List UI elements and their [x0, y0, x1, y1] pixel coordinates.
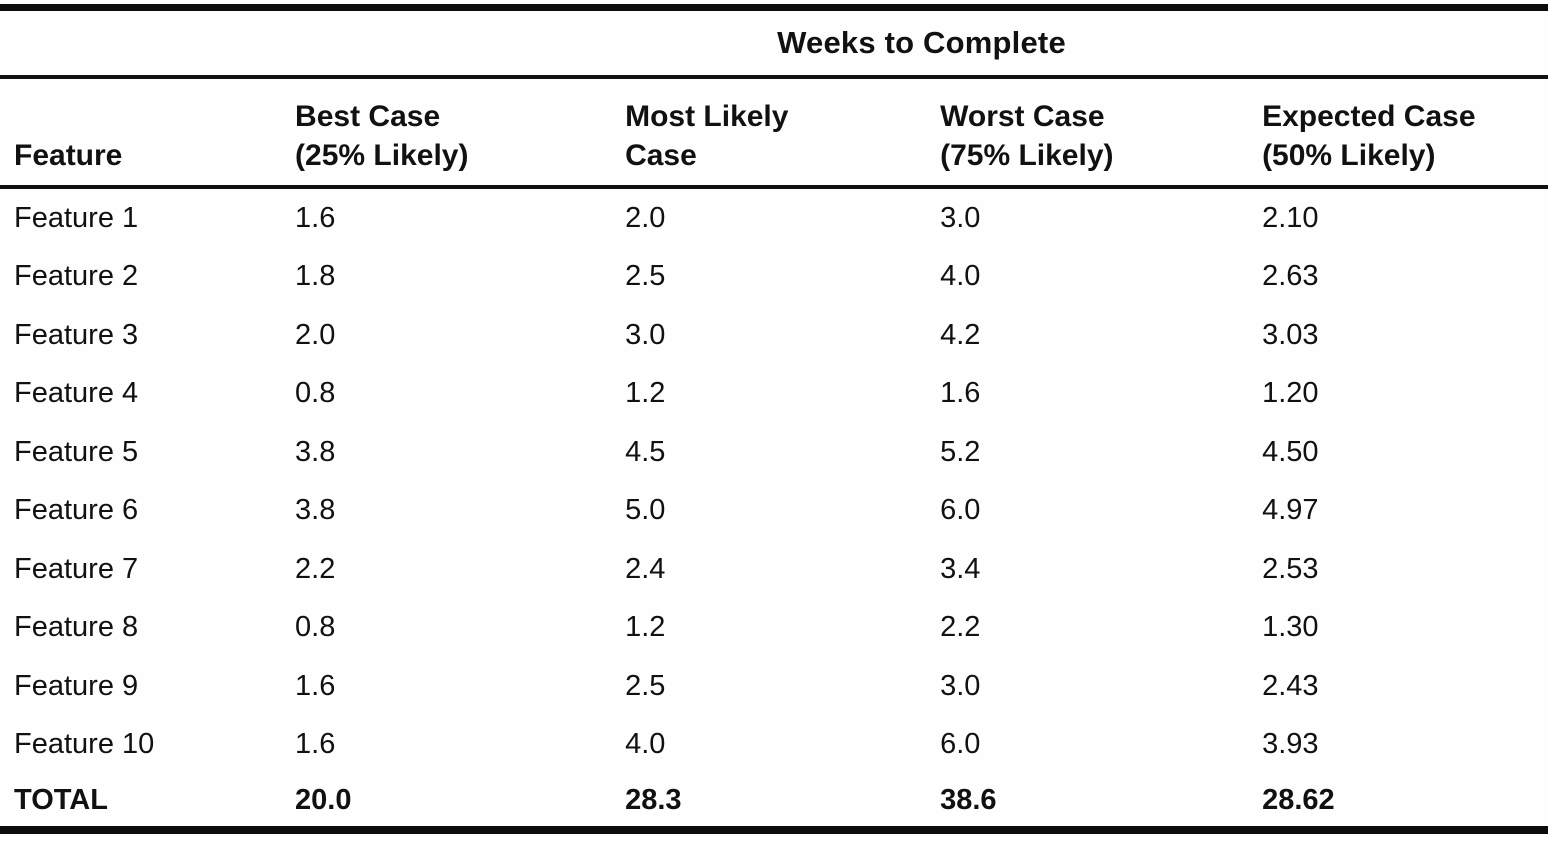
cell-best: 1.8	[295, 260, 336, 293]
table-row: Feature 1 1.6 2.0 3.0 2.10	[0, 189, 1548, 248]
cell-worst: 6.0	[940, 494, 981, 527]
cell-feature: Feature 5	[14, 435, 139, 468]
table-row: Feature 8 0.8 1.2 2.2 1.30	[0, 599, 1548, 658]
cell-expected: 4.50	[1262, 435, 1319, 468]
title-spacer	[0, 11, 295, 75]
table-title-row: Weeks to Complete	[0, 11, 1548, 79]
cell-worst: 3.4	[940, 552, 981, 585]
table-total-row: TOTAL 20.0 28.3 38.6 28.62	[0, 774, 1548, 826]
cell-most: 4.0	[625, 728, 666, 761]
cell-feature: Feature 6	[14, 494, 139, 527]
table-header-row: Feature Best Case (25% Likely) Most Like…	[0, 79, 1548, 189]
cell-best: 0.8	[295, 377, 336, 410]
cell-most: 1.2	[625, 377, 666, 410]
table-row: Feature 9 1.6 2.5 3.0 2.43	[0, 657, 1548, 716]
cell-feature: Feature 4	[14, 377, 139, 410]
table-row: Feature 2 1.8 2.5 4.0 2.63	[0, 248, 1548, 307]
total-expected-value: 28.62	[1262, 783, 1335, 816]
cell-feature: Feature 10	[14, 728, 155, 761]
cell-worst: 3.0	[940, 201, 981, 234]
cell-worst: 6.0	[940, 728, 981, 761]
column-header-worst-case: Worst Case (75% Likely)	[940, 100, 1114, 172]
estimation-table: Weeks to Complete Feature Best Case (25%…	[0, 4, 1548, 834]
cell-feature: Feature 3	[14, 318, 139, 351]
cell-most: 2.5	[625, 260, 666, 293]
table-row: Feature 7 2.2 2.4 3.4 2.53	[0, 540, 1548, 599]
cell-feature: Feature 2	[14, 260, 139, 293]
cell-most: 1.2	[625, 611, 666, 644]
cell-feature: Feature 7	[14, 552, 139, 585]
table-row: Feature 3 2.0 3.0 4.2 3.03	[0, 306, 1548, 365]
table-row: Feature 6 3.8 5.0 6.0 4.97	[0, 482, 1548, 541]
cell-expected: 1.20	[1262, 377, 1319, 410]
cell-expected: 3.93	[1262, 728, 1319, 761]
cell-expected: 2.10	[1262, 201, 1319, 234]
cell-worst: 3.0	[940, 669, 981, 702]
cell-best: 2.2	[295, 552, 336, 585]
cell-worst: 4.2	[940, 318, 981, 351]
cell-worst: 1.6	[940, 377, 981, 410]
column-header-best-case: Best Case (25% Likely)	[295, 100, 469, 172]
cell-best: 0.8	[295, 611, 336, 644]
table-title: Weeks to Complete	[777, 25, 1066, 60]
cell-best: 1.6	[295, 201, 336, 234]
cell-expected: 2.43	[1262, 669, 1319, 702]
cell-best: 1.6	[295, 669, 336, 702]
cell-feature: Feature 9	[14, 669, 139, 702]
cell-most: 5.0	[625, 494, 666, 527]
total-label: TOTAL	[14, 783, 108, 816]
cell-expected: 2.53	[1262, 552, 1319, 585]
cell-expected: 3.03	[1262, 318, 1319, 351]
cell-most: 4.5	[625, 435, 666, 468]
cell-best: 3.8	[295, 435, 336, 468]
cell-worst: 4.0	[940, 260, 981, 293]
column-header-feature: Feature	[14, 139, 123, 172]
cell-feature: Feature 1	[14, 201, 139, 234]
cell-worst: 5.2	[940, 435, 981, 468]
column-header-most-likely: Most Likely Case	[625, 100, 789, 172]
cell-best: 1.6	[295, 728, 336, 761]
cell-expected: 2.63	[1262, 260, 1319, 293]
table-row: Feature 10 1.6 4.0 6.0 3.93	[0, 716, 1548, 775]
cell-best: 3.8	[295, 494, 336, 527]
cell-most: 2.5	[625, 669, 666, 702]
column-header-expected-case: Expected Case (50% Likely)	[1262, 100, 1476, 172]
cell-best: 2.0	[295, 318, 336, 351]
cell-most: 2.0	[625, 201, 666, 234]
total-worst-value: 38.6	[940, 783, 997, 816]
table-row: Feature 5 3.8 4.5 5.2 4.50	[0, 423, 1548, 482]
cell-expected: 4.97	[1262, 494, 1319, 527]
total-best-value: 20.0	[295, 783, 352, 816]
cell-most: 3.0	[625, 318, 666, 351]
total-most-value: 28.3	[625, 783, 682, 816]
cell-expected: 1.30	[1262, 611, 1319, 644]
cell-feature: Feature 8	[14, 611, 139, 644]
cell-most: 2.4	[625, 552, 666, 585]
table-row: Feature 4 0.8 1.2 1.6 1.20	[0, 365, 1548, 424]
cell-worst: 2.2	[940, 611, 981, 644]
